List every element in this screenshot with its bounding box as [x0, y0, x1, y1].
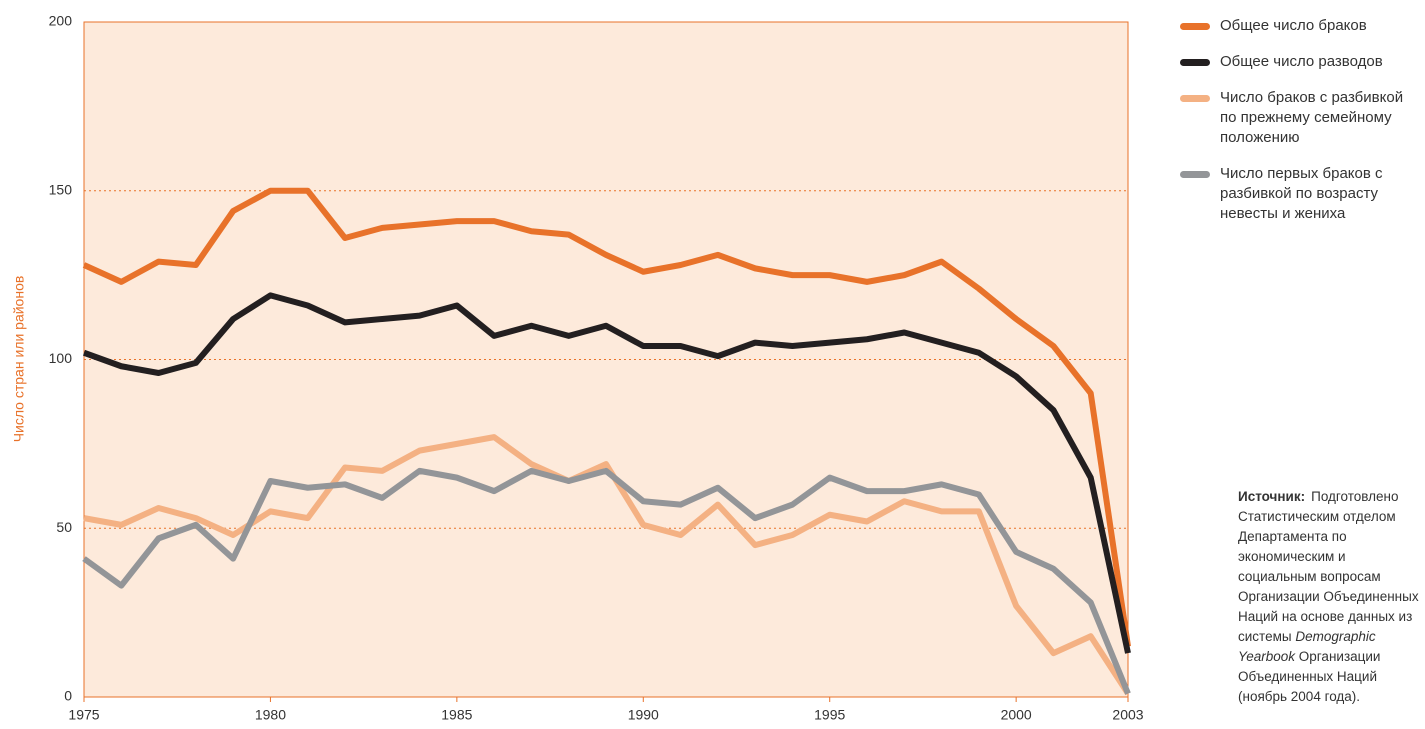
source-label: Источник:: [1238, 489, 1306, 504]
legend-item: Общее число разводов: [1180, 52, 1420, 72]
source-text: Demographic Yearbook: [1238, 629, 1376, 664]
y-tick-label: 0: [64, 688, 72, 704]
legend-item: Общее число браков: [1180, 16, 1420, 36]
y-axis-label: Число стран или районов: [11, 276, 27, 443]
source-text: Организации Объединенных Наций (ноябрь 2…: [1238, 649, 1381, 704]
legend-label: Число браков с разбивкой по прежнему сем…: [1220, 89, 1404, 146]
legend-swatch: [1180, 95, 1210, 102]
legend-label: Общее число браков: [1220, 17, 1367, 34]
legend-swatch: [1180, 171, 1210, 178]
y-tick-label: 200: [49, 13, 73, 29]
y-tick-label: 150: [49, 181, 73, 197]
y-tick-label: 100: [49, 350, 73, 366]
legend-label: Число первых браков с разбивкой по возра…: [1220, 165, 1383, 222]
x-tick-label: 1985: [441, 707, 472, 723]
legend-item: Число первых браков с разбивкой по возра…: [1180, 164, 1420, 224]
y-tick-label: 50: [56, 519, 72, 535]
series-line: [82, 467, 1131, 695]
source-text: Подготовлено Статистическим отделом Депа…: [1238, 489, 1419, 644]
source: Источник: Подготовлено Статистическим отд…: [1238, 487, 1420, 707]
x-tick-label: 1990: [628, 707, 659, 723]
series-line: [82, 187, 1131, 647]
legend: Общее число браков Общее число разводов Чи…: [1180, 16, 1420, 240]
series-line: [82, 292, 1131, 654]
legend-swatch: [1180, 59, 1210, 66]
x-tick-label: 1975: [68, 707, 99, 723]
x-tick-label: 2003: [1112, 707, 1143, 723]
legend-item: Число браков с разбивкой по прежнему сем…: [1180, 88, 1420, 148]
x-tick-label: 1980: [255, 707, 286, 723]
legend-label: Общее число разводов: [1220, 53, 1383, 70]
x-tick-label: 1995: [814, 707, 845, 723]
series-line: [83, 434, 1131, 696]
x-tick-label: 2000: [1001, 707, 1032, 723]
legend-swatch: [1180, 23, 1210, 30]
